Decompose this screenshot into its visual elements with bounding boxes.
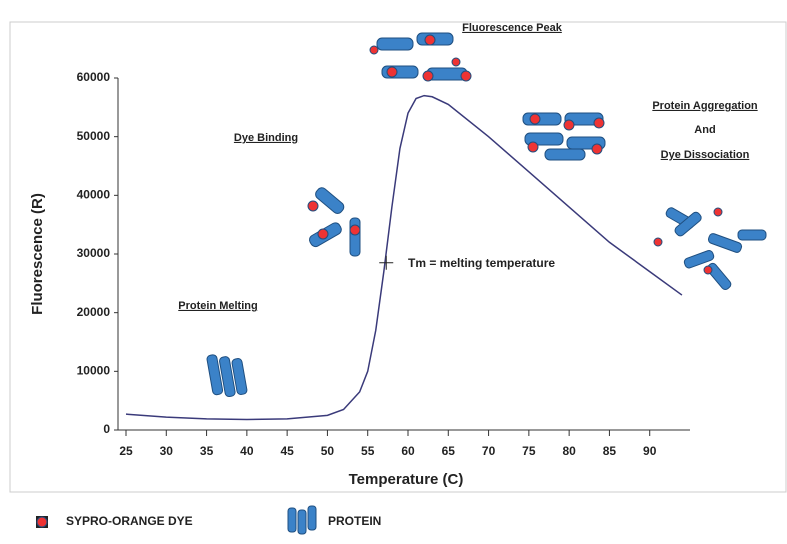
x-tick-label: 40 bbox=[240, 444, 254, 458]
x-tick-label: 50 bbox=[321, 444, 335, 458]
frame bbox=[9, 21, 787, 493]
y-tick-label: 40000 bbox=[77, 188, 111, 202]
x-tick-label: 35 bbox=[200, 444, 214, 458]
legend-label: PROTEIN bbox=[328, 514, 381, 528]
annotation: Dye Binding bbox=[234, 132, 298, 144]
y-tick-label: 10000 bbox=[77, 364, 111, 378]
x-tick-label: 85 bbox=[603, 444, 617, 458]
annotation: Protein Melting bbox=[178, 300, 257, 312]
x-tick-label: 80 bbox=[562, 444, 576, 458]
x-tick-label: 25 bbox=[119, 444, 133, 458]
annotation: Dye Dissociation bbox=[661, 149, 750, 161]
y-tick-label: 30000 bbox=[77, 246, 111, 260]
annotation: Protein Aggregation bbox=[652, 100, 758, 112]
x-tick-label: 30 bbox=[160, 444, 174, 458]
annotation: And bbox=[694, 124, 715, 136]
tm-marker bbox=[379, 255, 394, 270]
y-tick-label: 0 bbox=[103, 422, 110, 436]
annotation: Fluorescence Peak bbox=[462, 22, 563, 34]
x-tick-label: 70 bbox=[482, 444, 496, 458]
x-axis-title: Temperature (C) bbox=[349, 471, 464, 488]
legend-label: SYPRO-ORANGE DYE bbox=[66, 514, 193, 528]
x-tick-label: 65 bbox=[442, 444, 456, 458]
y-tick-label: 20000 bbox=[77, 305, 111, 319]
annotation: Tm = melting temperature bbox=[408, 256, 555, 270]
x-tick-label: 75 bbox=[522, 444, 536, 458]
illustrations bbox=[36, 32, 767, 535]
x-tick-label: 55 bbox=[361, 444, 375, 458]
y-axis-title: Fluorescence (R) bbox=[29, 193, 46, 315]
y-tick-label: 60000 bbox=[77, 70, 111, 84]
data-line bbox=[125, 94, 683, 421]
x-tick-label: 90 bbox=[643, 444, 657, 458]
y-tick-label: 50000 bbox=[77, 129, 111, 143]
x-tick-label: 60 bbox=[401, 444, 415, 458]
x-tick-label: 45 bbox=[280, 444, 294, 458]
